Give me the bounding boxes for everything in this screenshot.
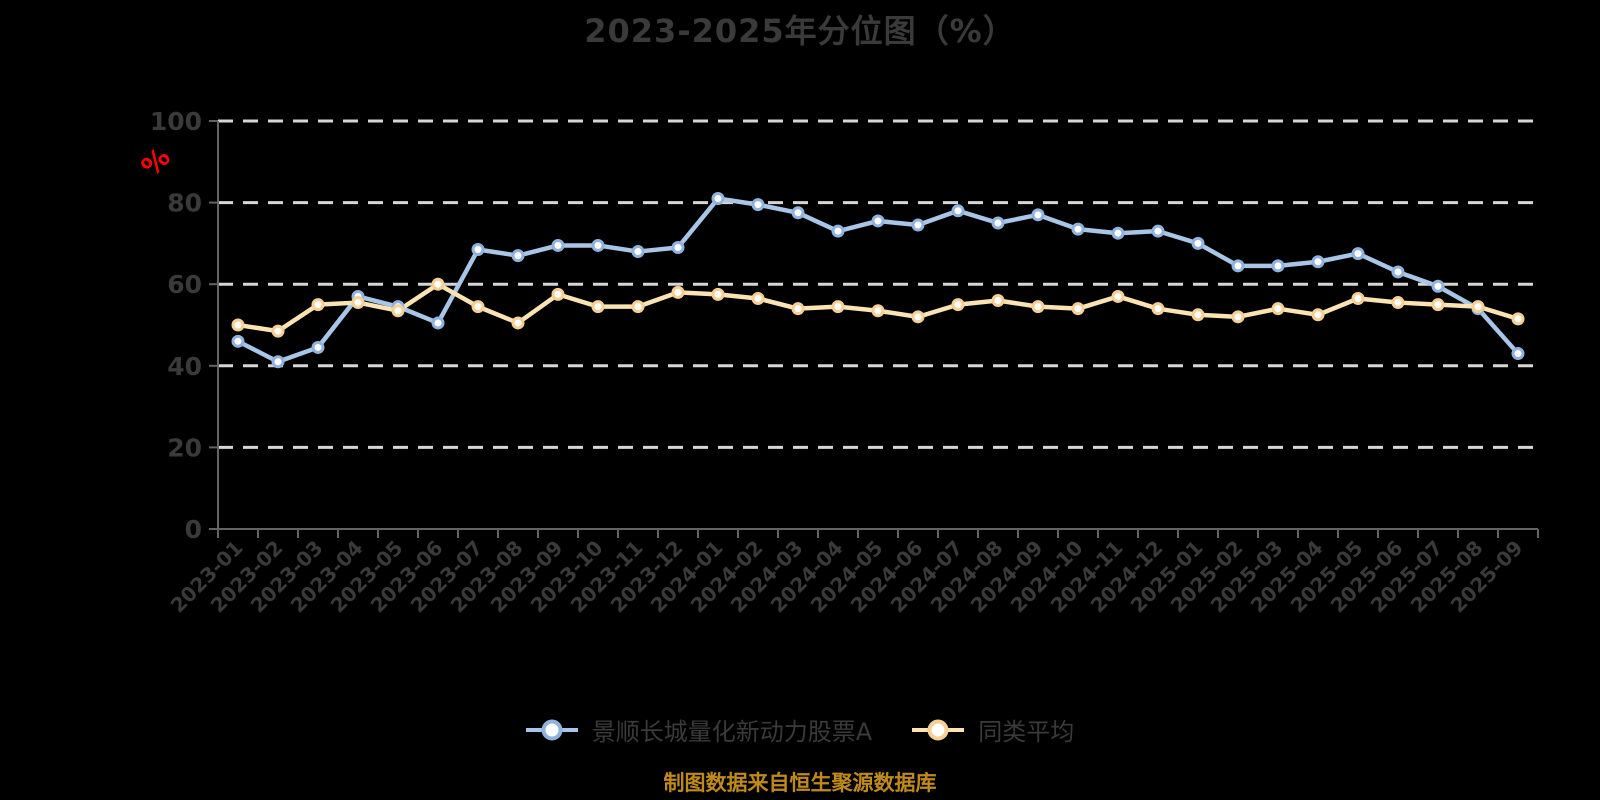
data-point-marker-1-2024-05	[871, 304, 885, 318]
data-point-marker-0-2023-09	[551, 238, 565, 252]
data-point-marker-0-2023-08	[511, 249, 525, 263]
data-point-marker-1-2024-10	[1071, 302, 1085, 316]
data-point-marker-0-2024-03	[791, 206, 805, 220]
data-point-marker-0-2025-07	[1431, 279, 1445, 293]
data-point-marker-0-2023-01	[231, 334, 245, 348]
data-point-marker-1-2025-01	[1191, 308, 1205, 322]
y-axis-tick-label: 80	[167, 189, 202, 218]
data-point-marker-1-2024-09	[1031, 300, 1045, 314]
data-point-marker-1-2025-05	[1351, 291, 1365, 305]
data-point-marker-0-2023-10	[591, 238, 605, 252]
legend-label-fund: 景顺长城量化新动力股票A	[591, 718, 873, 746]
data-point-marker-1-2023-07	[471, 300, 485, 314]
data-point-marker-0-2024-04	[831, 224, 845, 238]
data-point-marker-1-2024-06	[911, 310, 925, 324]
data-point-marker-0-2025-06	[1391, 265, 1405, 279]
data-point-marker-1-2024-12	[1151, 302, 1165, 316]
data-point-marker-0-2023-02	[271, 355, 285, 369]
data-point-marker-1-2025-08	[1471, 300, 1485, 314]
legend-item-average[interactable]: 同类平均	[912, 712, 1074, 747]
data-point-marker-0-2025-09	[1511, 347, 1525, 361]
data-point-marker-1-2023-03	[311, 298, 325, 312]
data-point-marker-0-2024-06	[911, 218, 925, 232]
data-point-marker-1-2023-09	[551, 287, 565, 301]
data-point-marker-1-2023-08	[511, 316, 525, 330]
legend-label-average: 同类平均	[978, 718, 1075, 746]
y-axis-tick-label: 60	[167, 270, 202, 299]
data-point-marker-1-2025-03	[1271, 302, 1285, 316]
data-point-marker-1-2024-07	[951, 298, 965, 312]
data-point-marker-0-2025-03	[1271, 259, 1285, 273]
data-point-marker-0-2023-12	[671, 240, 685, 254]
data-point-marker-0-2023-03	[311, 340, 325, 354]
data-point-marker-0-2024-12	[1151, 224, 1165, 238]
data-point-marker-1-2023-12	[671, 285, 685, 299]
data-point-marker-0-2024-09	[1031, 208, 1045, 222]
legend-item-fund[interactable]: 景顺长城量化新动力股票A	[525, 712, 873, 747]
data-point-marker-1-2023-05	[391, 304, 405, 318]
data-point-marker-1-2024-08	[991, 294, 1005, 308]
data-point-marker-0-2024-01	[711, 192, 725, 206]
data-point-marker-1-2024-04	[831, 300, 845, 314]
data-point-marker-1-2024-01	[711, 287, 725, 301]
data-point-marker-1-2023-01	[231, 318, 245, 332]
data-point-marker-1-2023-04	[351, 296, 365, 310]
data-point-marker-1-2023-02	[271, 324, 285, 338]
data-point-marker-1-2025-07	[1431, 298, 1445, 312]
data-point-marker-0-2025-05	[1351, 247, 1365, 261]
data-point-marker-1-2025-04	[1311, 308, 1325, 322]
data-point-marker-0-2023-11	[631, 245, 645, 259]
chart-title: 2023-2025年分位图（%）	[584, 12, 1016, 50]
chart-legend: 景顺长城量化新动力股票A 同类平均	[0, 712, 1600, 747]
y-axis-tick-label: 100	[150, 107, 202, 136]
data-point-marker-0-2024-02	[751, 198, 765, 212]
data-point-marker-0-2024-11	[1111, 226, 1125, 240]
data-point-marker-0-2024-10	[1071, 222, 1085, 236]
data-point-marker-1-2023-06	[431, 277, 445, 291]
data-point-marker-0-2023-06	[431, 316, 445, 330]
data-source-note: 制图数据来自恒生聚源数据库	[663, 771, 937, 795]
data-point-marker-0-2024-05	[871, 214, 885, 228]
data-point-marker-1-2025-09	[1511, 312, 1525, 326]
data-point-marker-1-2024-03	[791, 302, 805, 316]
data-point-marker-0-2024-07	[951, 204, 965, 218]
data-point-marker-1-2023-11	[631, 300, 645, 314]
data-point-marker-0-2025-02	[1231, 259, 1245, 273]
data-point-marker-1-2025-02	[1231, 310, 1245, 324]
fund-series-marker-icon	[525, 718, 578, 742]
y-axis-tick-label: 0	[185, 515, 202, 544]
data-point-marker-1-2023-10	[591, 300, 605, 314]
average-series-marker-icon	[912, 718, 965, 742]
data-point-marker-1-2025-06	[1391, 296, 1405, 310]
data-point-marker-0-2025-01	[1191, 236, 1205, 250]
data-point-marker-0-2023-07	[471, 243, 485, 257]
data-point-marker-0-2025-04	[1311, 255, 1325, 269]
data-point-marker-1-2024-02	[751, 291, 765, 305]
data-point-marker-1-2024-11	[1111, 289, 1125, 303]
y-axis-tick-label: 20	[167, 433, 202, 462]
y-axis-tick-label: 40	[167, 352, 202, 381]
data-point-marker-0-2024-08	[991, 216, 1005, 230]
